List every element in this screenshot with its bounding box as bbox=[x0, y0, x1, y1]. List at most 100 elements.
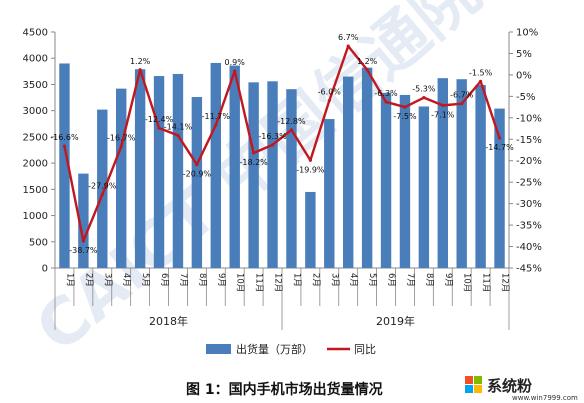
brand-name: 系统粉 bbox=[487, 377, 532, 395]
x-tick-label: 9月 bbox=[443, 273, 453, 287]
line-series bbox=[62, 44, 502, 243]
bar-series bbox=[59, 62, 505, 269]
yoy-line bbox=[63, 44, 501, 243]
legend-label-line: 同比 bbox=[354, 343, 376, 356]
bar bbox=[248, 82, 259, 268]
x-tick-label: 9月 bbox=[216, 273, 226, 287]
yoy-point bbox=[365, 68, 369, 72]
x-tick-label: 2月 bbox=[310, 273, 320, 287]
yoy-point bbox=[138, 68, 142, 72]
y-right-tick-label: -15% bbox=[516, 135, 542, 146]
yoy-point bbox=[157, 126, 161, 130]
brand-logo-yellow bbox=[474, 385, 482, 393]
bar bbox=[361, 67, 373, 268]
yoy-point bbox=[422, 96, 426, 100]
bar bbox=[456, 79, 467, 268]
x-tick-label: 8月 bbox=[424, 273, 434, 287]
yoy-data-label: -7.5% bbox=[393, 112, 417, 121]
x-tick-label: 11月 bbox=[481, 273, 491, 292]
bar bbox=[97, 109, 108, 269]
axes: 0 500 1000 1500 2000 2500 3000 3500 4000 4500 10% 5… bbox=[23, 28, 542, 330]
yoy-data-label: -19.9% bbox=[296, 165, 325, 174]
brand-logo-blue bbox=[465, 385, 473, 393]
bar bbox=[343, 76, 354, 268]
yoy-data-label: -38.7% bbox=[69, 246, 98, 255]
yoy-point bbox=[308, 158, 312, 162]
legend: 出货量（万部） 同比 bbox=[206, 342, 376, 356]
brand-logo-red bbox=[465, 376, 473, 384]
yoy-data-label: 6.7% bbox=[338, 33, 359, 42]
y-right-tick-label: -25% bbox=[516, 178, 542, 189]
yoy-point bbox=[479, 79, 483, 83]
yoy-data-label: -14.7% bbox=[485, 143, 514, 152]
x-tick-label: 4月 bbox=[348, 273, 358, 287]
yoy-point bbox=[62, 144, 67, 148]
y-left-tick-label: 0 bbox=[42, 264, 48, 275]
bar bbox=[437, 78, 448, 268]
y-left-tick-label: 1000 bbox=[23, 211, 48, 222]
y-right-tick-label: -5% bbox=[516, 92, 535, 103]
bar bbox=[267, 81, 278, 268]
y-right-tick-label: -30% bbox=[516, 199, 542, 210]
yoy-point bbox=[346, 44, 350, 48]
bar bbox=[418, 106, 430, 269]
yoy-point bbox=[195, 162, 199, 167]
x-tick-label: 2月 bbox=[83, 273, 93, 287]
x-tick-label: 8月 bbox=[197, 273, 207, 287]
bar bbox=[475, 84, 486, 268]
yoy-point bbox=[100, 193, 104, 197]
x-tick-label: 3月 bbox=[329, 273, 339, 287]
data-labels: -16.6% -38.7% -27.9% -16.7% 1.2% -12.4%-14.1%… bbox=[50, 33, 514, 255]
brand-logo: 系统粉 www.win7999.com bbox=[465, 376, 578, 402]
bar bbox=[191, 97, 203, 268]
yoy-data-label: -6.3% bbox=[374, 89, 398, 98]
x-tick-label: 5月 bbox=[140, 273, 150, 287]
x-year-label: 2018年 bbox=[149, 314, 188, 328]
yoy-point bbox=[497, 136, 502, 140]
yoy-point bbox=[214, 123, 218, 127]
yoy-point bbox=[252, 151, 256, 155]
yoy-data-label: -6.0% bbox=[318, 88, 342, 97]
x-tick-label: 4月 bbox=[121, 273, 131, 287]
bar bbox=[210, 62, 221, 268]
x-tick-label: 12月 bbox=[500, 273, 510, 292]
y-right-tick-label: -10% bbox=[516, 113, 542, 124]
y-left-tick-label: 2500 bbox=[23, 132, 48, 143]
y-right-tick-label: -35% bbox=[516, 221, 542, 232]
y-left-tick-label: 2000 bbox=[23, 159, 48, 170]
y-left-tick-label: 3500 bbox=[23, 80, 48, 91]
brand-logo-green bbox=[474, 376, 482, 384]
yoy-data-label: 1.2% bbox=[130, 57, 151, 66]
x-tick-label: 10月 bbox=[235, 273, 245, 292]
yoy-data-label: -12.8% bbox=[277, 117, 306, 126]
y-left-tick-label: 3000 bbox=[23, 106, 48, 117]
x-tick-label: 6月 bbox=[386, 273, 396, 287]
yoy-data-label: -12.4% bbox=[145, 115, 174, 124]
bar bbox=[229, 65, 240, 268]
yoy-data-label: -1.5% bbox=[469, 68, 493, 77]
y-left-tick-label: 1500 bbox=[23, 185, 48, 196]
y-left-tick-label: 500 bbox=[29, 237, 48, 248]
yoy-data-label: -16.3% bbox=[258, 132, 287, 141]
bar bbox=[324, 119, 335, 269]
yoy-data-label: -16.7% bbox=[107, 134, 136, 143]
yoy-point bbox=[327, 99, 331, 103]
yoy-data-label: -18.2% bbox=[239, 158, 268, 167]
yoy-point bbox=[460, 102, 464, 106]
yoy-data-label: -11.7% bbox=[202, 112, 231, 121]
yoy-point bbox=[81, 239, 85, 243]
yoy-point bbox=[384, 100, 388, 104]
bar bbox=[172, 73, 184, 268]
x-tick-label: 5月 bbox=[367, 273, 377, 287]
bar bbox=[305, 191, 316, 268]
y-right-tick-label: -40% bbox=[516, 242, 542, 253]
bar bbox=[286, 89, 297, 268]
y-right-tick-label: -45% bbox=[516, 264, 542, 275]
y-left-tick-label: 4500 bbox=[23, 28, 48, 39]
y-left-tick-label: 4000 bbox=[23, 54, 48, 65]
yoy-data-label: 0.9% bbox=[225, 58, 246, 67]
y-right-tick-label: -20% bbox=[516, 156, 542, 167]
bar bbox=[153, 76, 165, 268]
bar bbox=[399, 94, 411, 268]
